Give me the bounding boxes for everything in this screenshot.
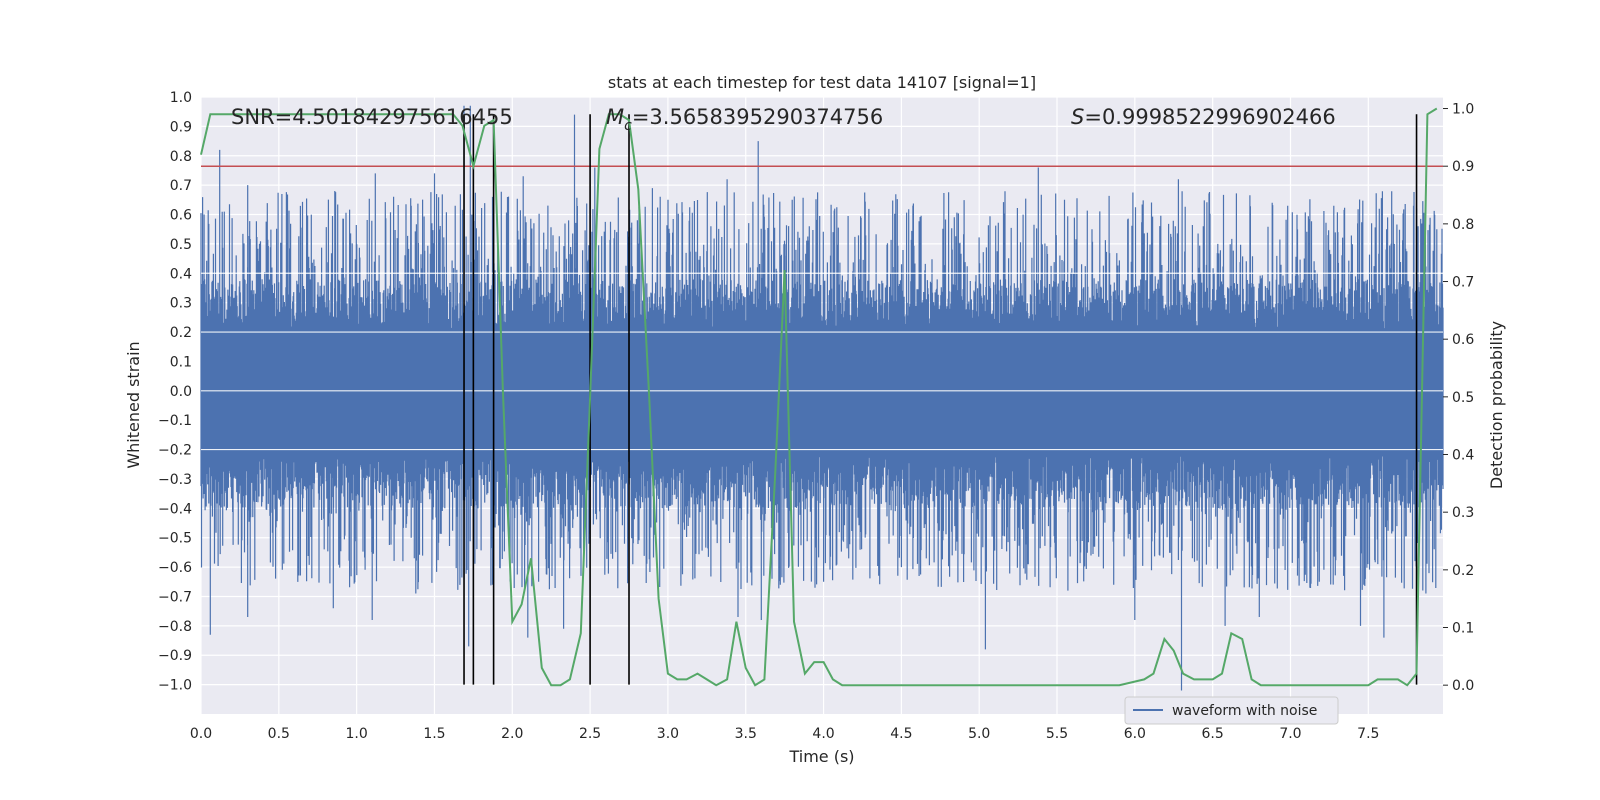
x-tick-label: 4.5 <box>890 726 912 742</box>
y-tick-label: −0.7 <box>158 589 192 605</box>
legend: waveform with noise <box>1124 696 1339 725</box>
s-symbol: S <box>1071 105 1084 129</box>
y-tick-label: −0.4 <box>158 501 192 517</box>
probability-series <box>200 107 1438 687</box>
y-tick-label: −0.8 <box>158 619 192 635</box>
mc-symbol: M <box>606 105 624 129</box>
y-tick-label: 0.6 <box>170 208 192 224</box>
y-tick-label: −0.5 <box>158 531 192 547</box>
y-tick-label: 0.3 <box>170 296 192 312</box>
y-tick-label: 0.7 <box>170 178 192 194</box>
x-tick-label: 7.0 <box>1279 726 1301 742</box>
overlay-lines <box>201 114 1443 685</box>
x-tick-label: 2.5 <box>579 726 601 742</box>
y-right-tick-label: 0.7 <box>1452 275 1474 291</box>
y-right-tick-label: 0.6 <box>1452 332 1474 348</box>
s-annotation: S=0.9998522996902466 <box>1071 105 1336 129</box>
y-tick-label: −0.9 <box>158 648 192 664</box>
legend-label-waveform: waveform with noise <box>1172 703 1317 719</box>
snr-annotation: SNR=4.501842975616455 <box>231 105 513 129</box>
x-tick-label: 6.5 <box>1202 726 1224 742</box>
x-tick-label: 3.5 <box>735 726 757 742</box>
y-tick-label: 0.9 <box>170 119 192 135</box>
y-right-tick-label: 0.2 <box>1452 563 1474 579</box>
y-right-tick-label: 0.5 <box>1452 390 1474 406</box>
y-right-tick-label: 0.3 <box>1452 505 1474 521</box>
x-tick-label: 1.5 <box>423 726 445 742</box>
mc-subscript: c <box>624 118 632 134</box>
mc-value: =3.5658395290374756 <box>632 105 883 129</box>
y-tick-label: 0.8 <box>170 149 192 165</box>
y-tick-label: −1.0 <box>158 678 192 694</box>
x-tick-label: 0.5 <box>268 726 290 742</box>
x-tick-label: 0.0 <box>190 726 212 742</box>
x-tick-label: 3.0 <box>657 726 679 742</box>
y-right-tick-label: 0.0 <box>1452 678 1474 694</box>
y-tick-label: 0.1 <box>170 354 192 370</box>
legend-box <box>1124 696 1339 725</box>
y-tick-label: 0.0 <box>170 384 192 400</box>
y-tick-label: −0.2 <box>158 443 192 459</box>
y-tick-label: 0.4 <box>170 266 192 282</box>
x-tick-label: 7.5 <box>1357 726 1379 742</box>
tick-labels: 0.0 0.5 1.0 1.5 2.0 2.5 3.0 3.5 4.0 4.5 5.0 5.5 6.0 6… <box>158 90 1474 742</box>
y-right-tick-label: 0.8 <box>1452 217 1474 233</box>
probability-line <box>200 107 1438 687</box>
y-axis-label: Whitened strain <box>124 341 143 468</box>
x-tick-label: 5.0 <box>968 726 990 742</box>
y-right-tick-label: 0.4 <box>1452 448 1474 464</box>
y-tick-label: −0.3 <box>158 472 192 488</box>
chart-title: stats at each timestep for test data 141… <box>608 73 1036 92</box>
x-tick-label: 6.0 <box>1124 726 1146 742</box>
y-axis-right-label: Detection probability <box>1487 321 1506 489</box>
y-right-tick-label: 0.1 <box>1452 621 1474 637</box>
y-tick-label: 0.2 <box>170 325 192 341</box>
x-tick-label: 2.0 <box>501 726 523 742</box>
y-tick-label: −0.1 <box>158 413 192 429</box>
y-tick-label: 0.5 <box>170 237 192 253</box>
y-tick-label: −0.6 <box>158 560 192 576</box>
s-value: =0.9998522996902466 <box>1084 105 1335 129</box>
y-right-tick-label: 1.0 <box>1452 102 1474 118</box>
x-axis-label: Time (s) <box>788 747 854 766</box>
mc-annotation: Mc=3.5658395290374756 <box>606 105 883 134</box>
x-tick-label: 4.0 <box>812 726 834 742</box>
x-tick-label: 5.5 <box>1046 726 1068 742</box>
y-right-tick-label: 0.9 <box>1452 159 1474 175</box>
y-tick-label: 1.0 <box>170 90 192 106</box>
x-tick-label: 1.0 <box>346 726 368 742</box>
